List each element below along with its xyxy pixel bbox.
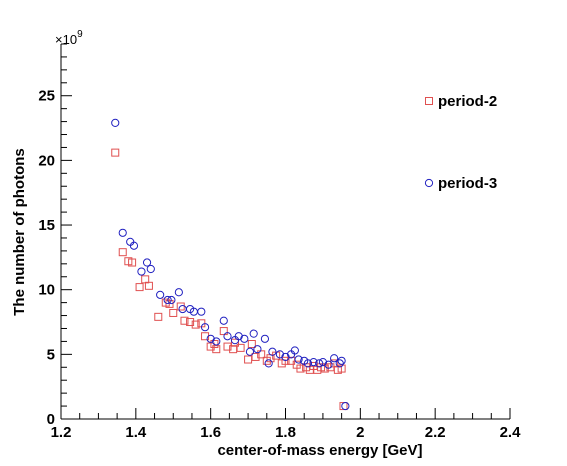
legend-item-period-3: period-3 [424,175,497,192]
y-tick-label: 15 [38,217,55,234]
circle-marker [330,354,339,363]
y-axis-label: The number of photons [11,148,28,315]
data-markers [111,118,350,411]
x-axis-label: center-of-mass energy [GeV] [217,442,422,459]
circle-marker [309,358,318,367]
square-marker [176,302,185,311]
legend-label: period-2 [438,93,497,110]
circle-marker [249,329,258,338]
square-marker [337,364,346,373]
circle-marker [167,295,176,305]
x-tick-label: 2.4 [500,424,522,441]
circle-marker [118,228,127,237]
circle-marker [156,290,165,299]
circle-marker [223,332,232,341]
legend: period-2 period-3 [424,93,497,192]
square-marker [180,316,189,325]
square-marker [111,148,120,157]
x-tick-label: 1.2 [51,424,72,441]
circle-marker [146,264,155,274]
circle-marker [111,118,120,127]
circle-marker [197,307,206,316]
circle-marker [129,241,139,250]
y-axis-multiplier-exponent: 9 [77,29,83,40]
x-axis-ticks: 1.2 1.4 1.6 1.8 2 2.2 2.4 [51,408,522,441]
circle-marker [137,267,146,276]
square-marker [144,281,153,290]
legend-marker [425,97,433,105]
circle-marker [219,316,228,325]
y-tick-label: 5 [47,346,55,363]
square-marker [296,364,305,373]
circle-marker [240,334,249,343]
circle-marker [142,258,152,267]
square-marker [154,312,163,321]
circle-marker [294,355,303,364]
x-tick-label: 1.6 [200,424,221,441]
square-marker [251,352,260,361]
circle-marker [245,347,255,356]
circle-marker [200,323,210,332]
square-marker [169,308,178,317]
circle-marker [174,288,183,297]
square-marker [128,258,137,267]
x-tick-label: 1.4 [125,424,147,441]
square-marker [236,343,245,352]
y-axis-multiplier-base: ×10 [55,32,77,47]
circle-marker [268,347,277,356]
square-marker [212,345,221,354]
circle-marker [303,359,313,368]
circle-marker [290,346,299,355]
x-tick-label: 2 [356,424,364,441]
y-tick-label: 20 [38,152,55,169]
x-tick-label: 1.8 [275,424,296,441]
circle-marker [341,401,350,411]
y-axis-multiplier: ×109 [55,29,83,47]
square-marker [135,283,144,292]
square-marker [186,318,195,327]
circle-marker [315,359,324,368]
circle-marker [212,337,221,346]
square-marker [118,248,127,257]
square-marker [230,338,239,347]
x-tick-label: 2.2 [425,424,446,441]
circle-marker [260,334,270,343]
circle-marker [337,356,346,365]
legend-marker [424,178,434,188]
series-period-3 [111,118,350,411]
square-marker [191,320,200,329]
y-axis-ticks: 0 5 10 15 20 25 [38,43,72,428]
square-marker [281,356,290,365]
square-marker [247,340,256,348]
circle-marker [163,295,172,305]
circle-marker [324,360,333,369]
y-tick-label: 10 [38,282,55,299]
square-marker [165,299,174,308]
legend-item-period-2: period-2 [425,93,497,110]
y-tick-label: 0 [47,411,55,428]
circle-marker [335,359,344,368]
circle-marker [253,345,262,354]
legend-label: period-3 [438,175,497,192]
y-tick-label: 25 [38,88,55,105]
circle-marker [264,359,273,368]
